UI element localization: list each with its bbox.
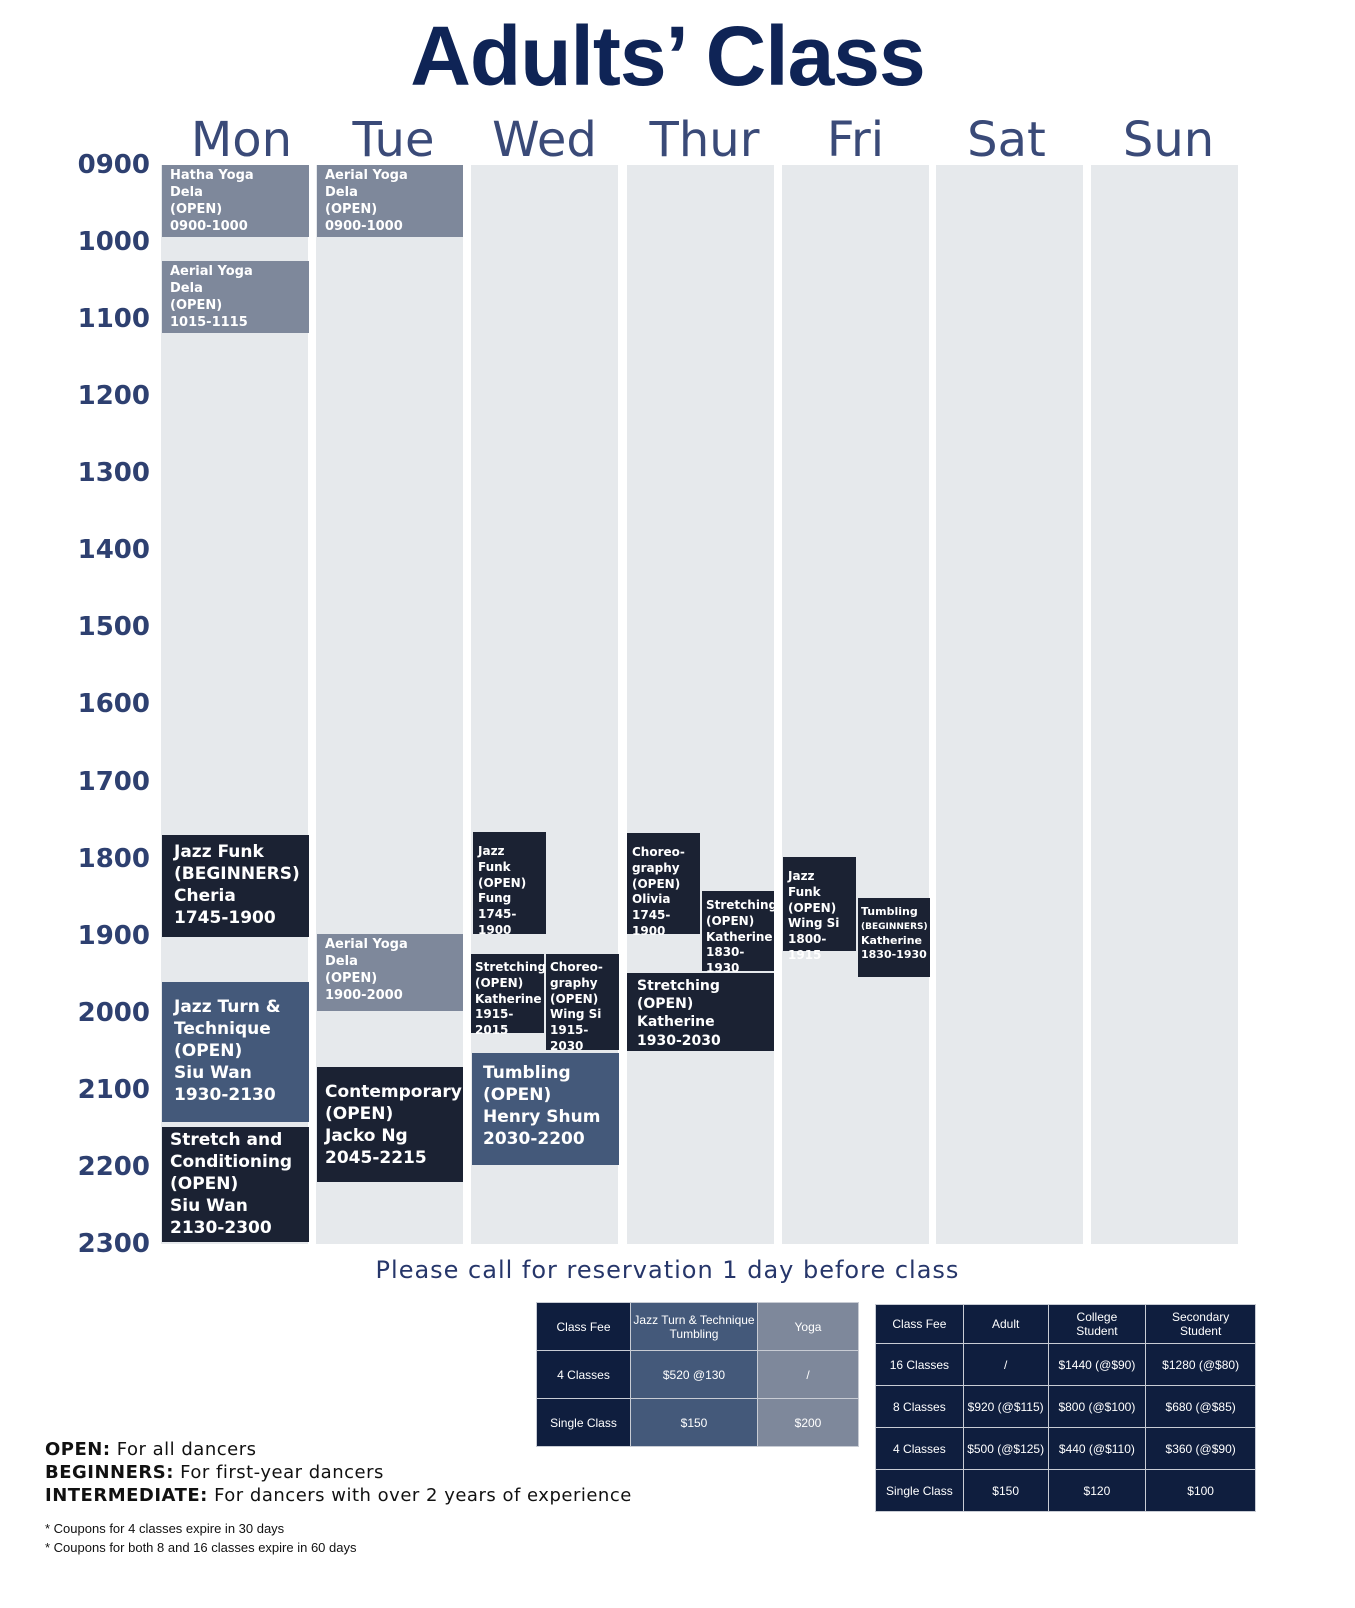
table-cell: Jazz Turn & Technique Tumbling: [630, 1302, 758, 1351]
day-header-mon: Mon: [190, 112, 293, 168]
legend-desc: For first-year dancers: [173, 1462, 384, 1483]
time-label: 2100: [77, 1074, 150, 1105]
time-label: 2000: [77, 997, 150, 1028]
class-block: Aerial Yoga Dela (OPEN) 1015-1115: [162, 261, 309, 333]
time-label: 1600: [77, 689, 150, 720]
table-cell: $680 (@$85): [1145, 1385, 1256, 1428]
day-header-fri: Fri: [826, 112, 885, 168]
table-cell: 4 Classes: [875, 1427, 964, 1470]
class-block: Jazz Turn & Technique (OPEN) Siu Wan 193…: [162, 982, 309, 1122]
table-cell: $150: [962, 1469, 1049, 1512]
table-cell: /: [757, 1350, 859, 1399]
day-header-wed: Wed: [492, 112, 597, 168]
column-sat: [936, 165, 1083, 1244]
table-cell: $800 (@$100): [1047, 1385, 1147, 1428]
table-cell: 4 Classes: [536, 1350, 631, 1399]
class-block: Choreo- graphy (OPEN) Olivia 1745-1900: [627, 833, 700, 938]
legend-intermediate: INTERMEDIATE: For dancers with over 2 ye…: [45, 1485, 632, 1506]
table-cell: Single Class: [536, 1398, 631, 1447]
class-block: Stretching (OPEN) Katherine 1930-2030: [627, 973, 774, 1051]
table-cell: Class Fee: [875, 1304, 964, 1344]
table-cell: $150: [630, 1398, 758, 1447]
class-level: (BEGINNERS): [861, 922, 928, 933]
fee-table-students: Class Fee Adult College Student Secondary S…: [875, 1304, 1256, 1512]
column-thur: [627, 165, 774, 1244]
time-label: 1000: [77, 227, 150, 258]
legend-term: OPEN:: [45, 1439, 111, 1460]
time-label: 1400: [77, 535, 150, 566]
table-cell: 16 Classes: [875, 1343, 964, 1386]
legend-desc: For all dancers: [110, 1439, 257, 1460]
legend-term: INTERMEDIATE:: [45, 1485, 208, 1506]
class-block: Contemporary (OPEN) Jacko Ng 2045-2215: [317, 1067, 463, 1182]
page-title: Adults’ Class: [410, 9, 926, 103]
footnote: * Coupons for 4 classes expire in 30 day…: [45, 1521, 285, 1536]
table-cell: $920 (@$115): [962, 1385, 1049, 1428]
column-fri: [782, 165, 929, 1244]
table-cell: $360 (@$90): [1145, 1427, 1256, 1470]
class-details: Katherine 1830-1930: [861, 933, 927, 962]
class-block: Jazz Funk (BEGINNERS) Cheria 1745-1900: [162, 835, 309, 937]
table-cell: College Student: [1047, 1304, 1147, 1344]
day-header-thur: Thur: [649, 112, 760, 168]
table-cell: $440 (@$110): [1047, 1427, 1147, 1470]
day-header-tue: Tue: [352, 112, 435, 168]
reservation-note: Please call for reservation 1 day before…: [375, 1256, 960, 1284]
legend-term: BEGINNERS:: [45, 1462, 174, 1483]
table-cell: /: [962, 1343, 1049, 1386]
class-block: Stretching (OPEN) Katherine 1915-2015: [471, 954, 546, 1037]
legend-desc: For dancers with over 2 years of experie…: [207, 1485, 632, 1506]
class-block: Tumbling (OPEN) Henry Shum 2030-2200: [472, 1053, 619, 1165]
table-cell: Secondary Student: [1145, 1304, 1256, 1344]
class-block: Jazz Funk (OPEN) Wing Si 1800-1915: [783, 857, 856, 962]
table-cell: Class Fee: [536, 1302, 631, 1351]
footnote: * Coupons for both 8 and 16 classes expi…: [45, 1540, 357, 1555]
class-block: Choreo- graphy (OPEN) Wing Si 1915-2030: [546, 954, 619, 1053]
class-block: Stretch and Conditioning (OPEN) Siu Wan …: [162, 1127, 309, 1242]
time-label: 2300: [77, 1228, 150, 1259]
table-cell: Adult: [962, 1304, 1049, 1344]
class-block: Hatha Yoga Dela (OPEN) 0900-1000: [162, 165, 309, 237]
table-cell: $100: [1145, 1469, 1256, 1512]
table-cell: $500 (@$125): [962, 1427, 1049, 1470]
time-label: 1500: [77, 612, 150, 643]
class-block: Aerial Yoga Dela (OPEN) 1900-2000: [317, 934, 463, 1011]
time-label: 1700: [77, 766, 150, 797]
class-block: Tumbling (BEGINNERS) Katherine 1830-1930: [858, 898, 930, 977]
table-cell: Yoga: [757, 1302, 859, 1351]
table-cell: $520 @130: [630, 1350, 758, 1399]
day-header-sat: Sat: [967, 112, 1046, 168]
column-tue: [316, 165, 463, 1244]
class-name: Tumbling: [861, 905, 918, 918]
time-label: 1300: [77, 458, 150, 489]
legend-beginners: BEGINNERS: For first-year dancers: [45, 1462, 384, 1483]
class-block: Stretching (OPEN) Katherine 1830-1930: [702, 891, 777, 975]
class-block: Aerial Yoga Dela (OPEN) 0900-1000: [317, 165, 463, 237]
time-label: 1800: [77, 843, 150, 874]
class-block: Jazz Funk (OPEN) Fung 1745-1900: [473, 832, 546, 937]
column-sun: [1091, 165, 1238, 1244]
table-cell: 8 Classes: [875, 1385, 964, 1428]
time-label: 1200: [77, 381, 150, 412]
time-label: 1900: [77, 920, 150, 951]
legend-open: OPEN: For all dancers: [45, 1439, 257, 1460]
time-label: 1100: [77, 304, 150, 335]
day-header-sun: Sun: [1122, 112, 1215, 168]
fee-table-classes: Class Fee Jazz Turn & Technique Tumbling Y…: [536, 1302, 859, 1447]
time-label: 2200: [77, 1151, 150, 1182]
table-cell: $1440 (@$90): [1047, 1343, 1147, 1386]
table-cell: $120: [1047, 1469, 1147, 1512]
table-cell: $1280 (@$80): [1145, 1343, 1256, 1386]
time-label: 0900: [77, 150, 150, 180]
table-cell: Single Class: [875, 1469, 964, 1512]
table-cell: $200: [757, 1398, 859, 1447]
